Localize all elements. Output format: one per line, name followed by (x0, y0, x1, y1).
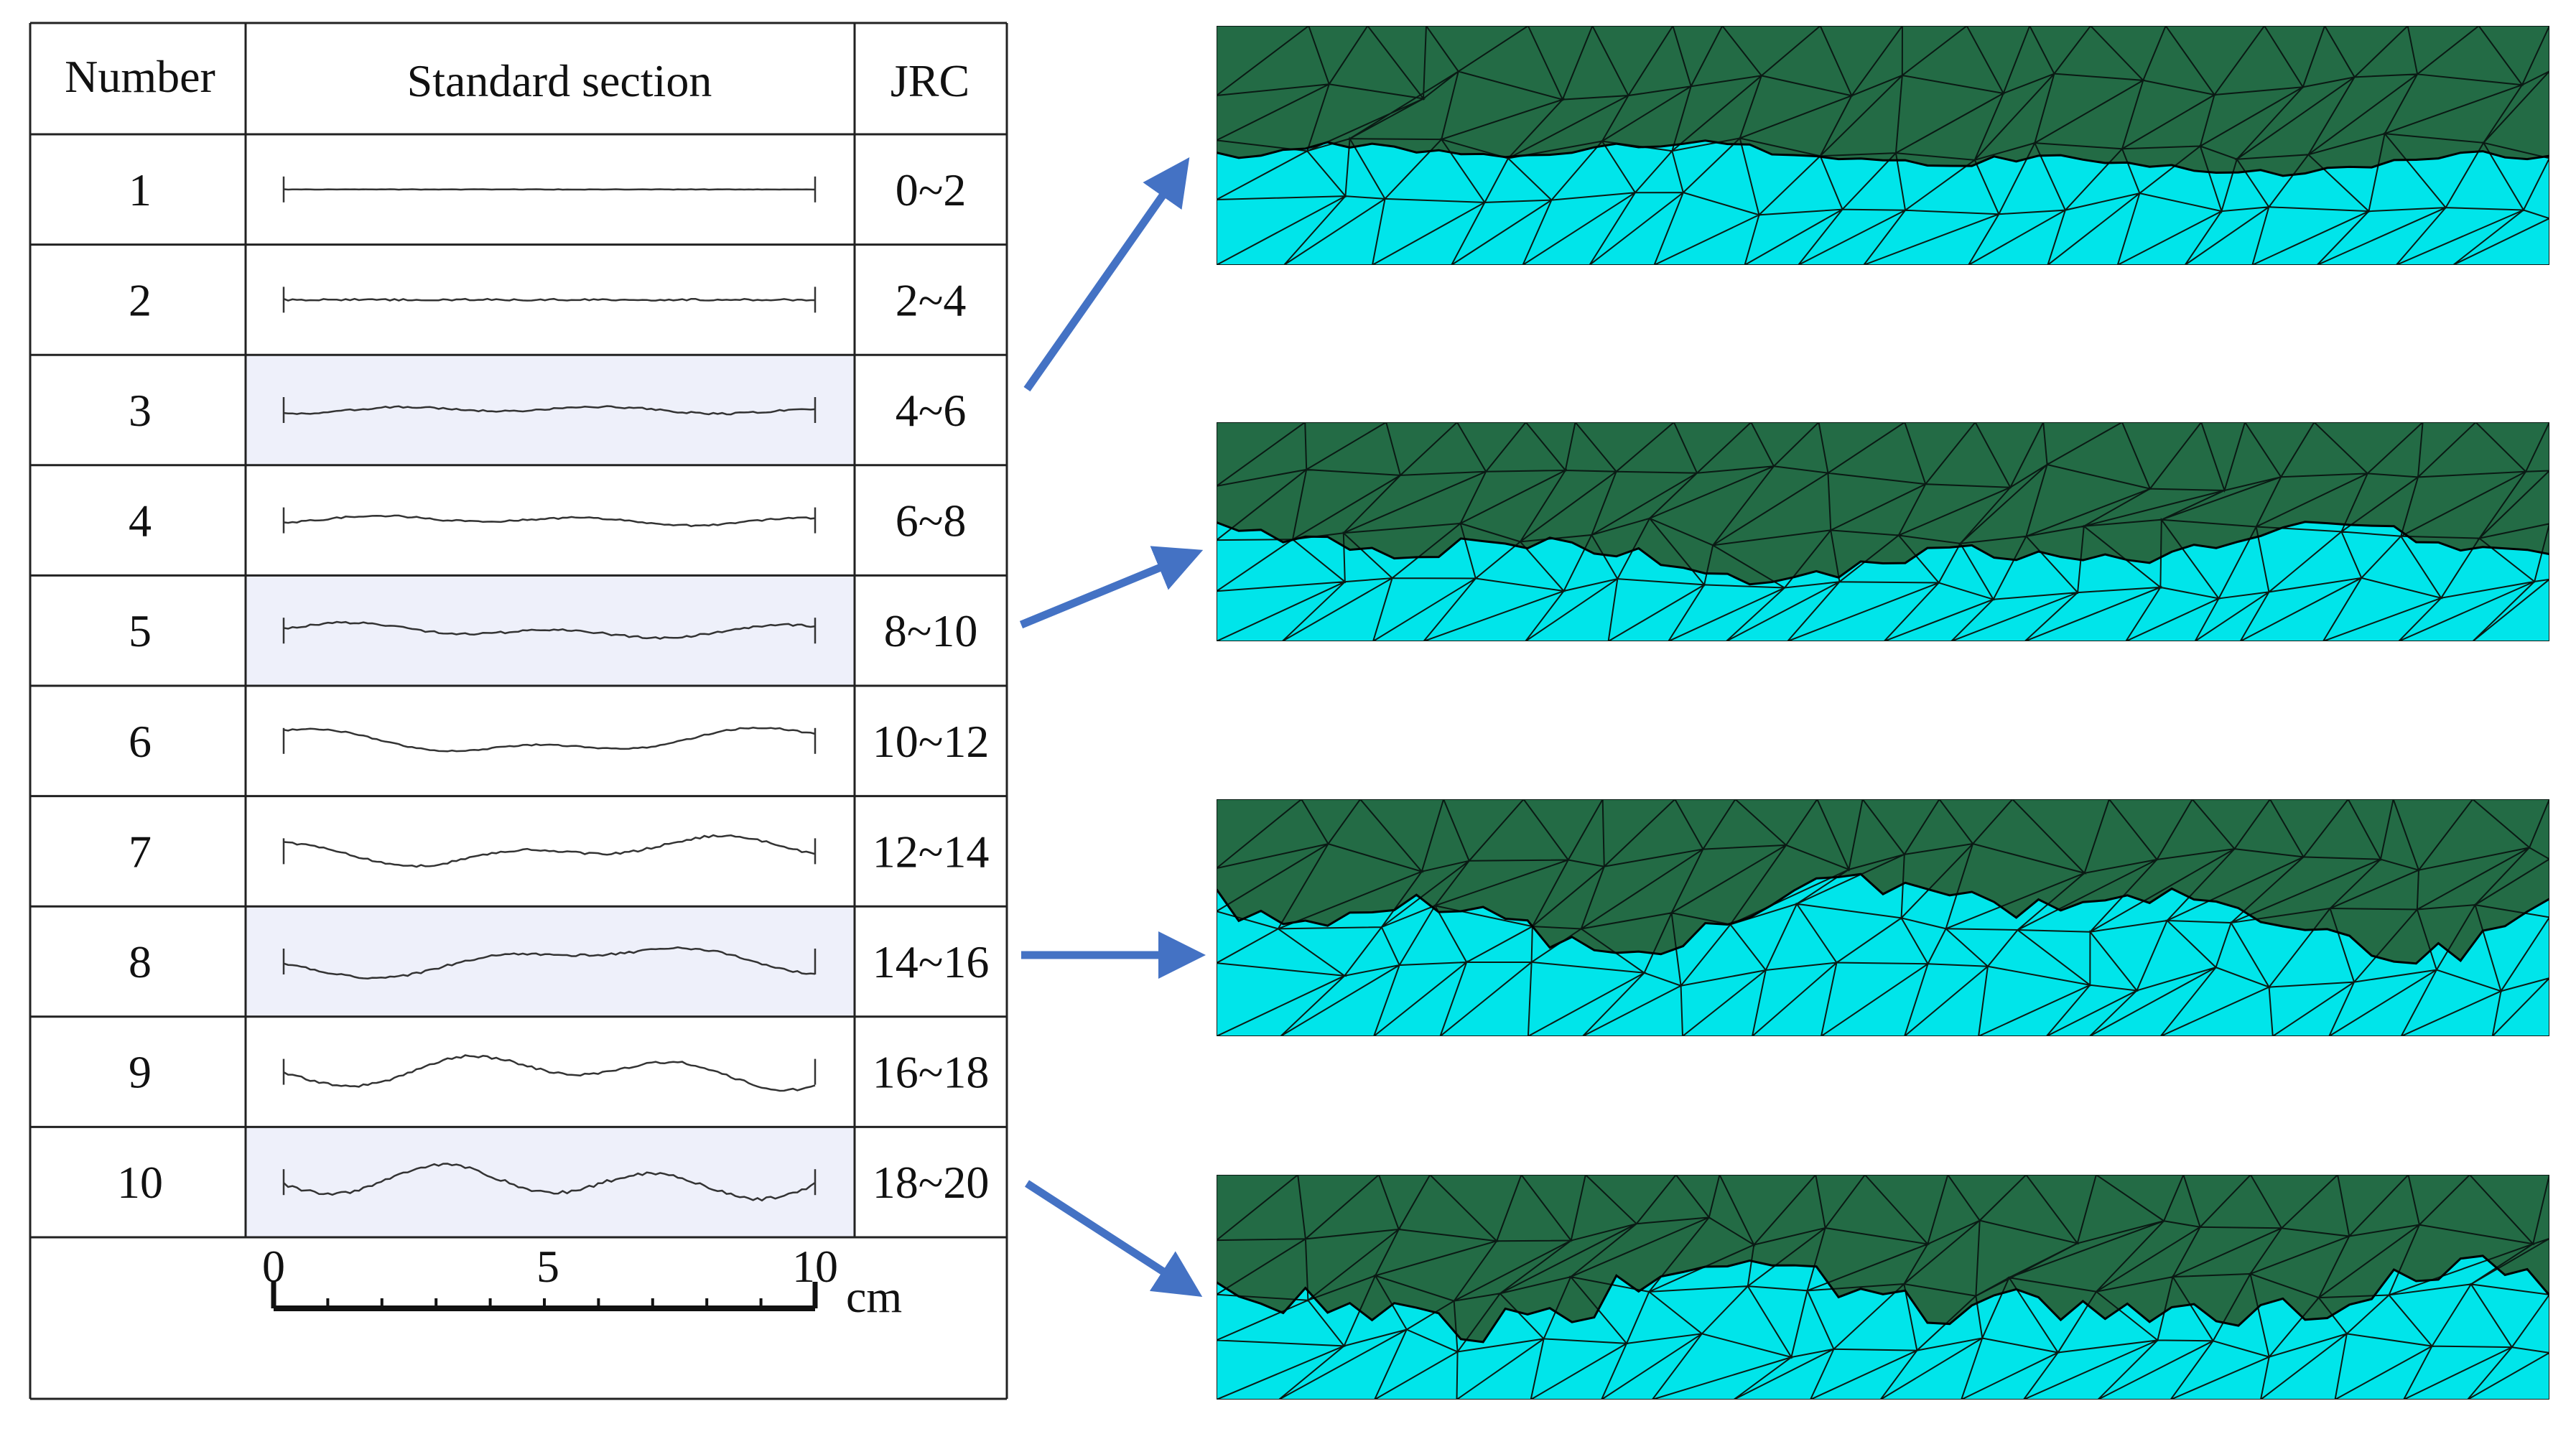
scale-unit: cm (846, 1271, 902, 1322)
header-jrc: JRC (891, 55, 970, 106)
row-jrc-8: 14~16 (873, 936, 990, 987)
scale-tick-label-5: 5 (536, 1241, 559, 1292)
row-number-2: 2 (129, 274, 152, 325)
row-highlight-10 (246, 1127, 855, 1237)
standard-section-profile-8 (283, 946, 816, 979)
joint-interface (1217, 139, 2549, 177)
row-jrc-10: 18~20 (873, 1157, 990, 1208)
row-number-3: 3 (129, 385, 152, 436)
joint-interface (1217, 1255, 2549, 1344)
standard-section-profile-4 (283, 514, 816, 528)
joint-interface (1217, 521, 2549, 586)
header-standard-section: Standard section (407, 55, 712, 106)
row-jrc-6: 10~12 (873, 716, 990, 767)
triangular-mesh (1217, 422, 2549, 641)
standard-section-profile-9 (283, 1054, 816, 1092)
row-number-9: 9 (129, 1047, 152, 1098)
scale-tick-label-10: 10 (792, 1241, 838, 1292)
row-jrc-2: 2~4 (896, 274, 967, 325)
row-jrc-1: 0~2 (896, 164, 967, 215)
mesh-panels (1217, 26, 2549, 1400)
row-number-8: 8 (129, 936, 152, 987)
arrow-row5-to-panel2 (1019, 546, 1204, 629)
lower-rock-block (1217, 1255, 2549, 1400)
standard-section-profile-5 (283, 620, 816, 640)
triangular-mesh (1217, 26, 2549, 265)
joint-interface (1217, 872, 2549, 965)
mesh-panel-2 (1217, 422, 2549, 641)
row-jrc-9: 16~18 (873, 1047, 990, 1098)
scale-tick-label-0: 0 (262, 1241, 285, 1292)
standard-section-profile-7 (283, 834, 816, 868)
row-number-7: 7 (129, 826, 152, 877)
arrows (1019, 157, 1206, 1297)
lower-rock-block (1217, 140, 2549, 265)
row-number-10: 10 (117, 1157, 163, 1208)
arrow-row3-to-panel1 (1023, 157, 1190, 392)
standard-section-profile-10 (283, 1163, 816, 1202)
row-jrc-4: 6~8 (896, 495, 967, 546)
header-number: Number (65, 51, 215, 102)
row-jrc-3: 4~6 (896, 385, 967, 436)
standard-section-profile-2 (283, 297, 815, 302)
row-jrc-7: 12~14 (873, 826, 990, 877)
row-number-5: 5 (129, 605, 152, 656)
mesh-panel-1 (1217, 26, 2549, 265)
mesh-panel-3 (1217, 799, 2549, 1036)
row-number-4: 4 (129, 495, 152, 546)
row-highlight-8 (246, 906, 855, 1017)
row-jrc-5: 8~10 (884, 605, 978, 656)
scale-bar: 0 5 10 cm (262, 1241, 902, 1322)
lower-rock-block (1217, 874, 2549, 1036)
mesh-panel-4 (1217, 1175, 2549, 1400)
standard-section-profile-3 (283, 405, 816, 416)
standard-section-profile-6 (283, 727, 816, 753)
row-number-1: 1 (129, 164, 152, 215)
arrow-row10-to-panel4 (1025, 1180, 1203, 1297)
jrc-profile-table: Number Standard section JRC 1 0~2 2 2~4 3 4~6… (29, 22, 1008, 1400)
row-number-6: 6 (129, 716, 152, 767)
